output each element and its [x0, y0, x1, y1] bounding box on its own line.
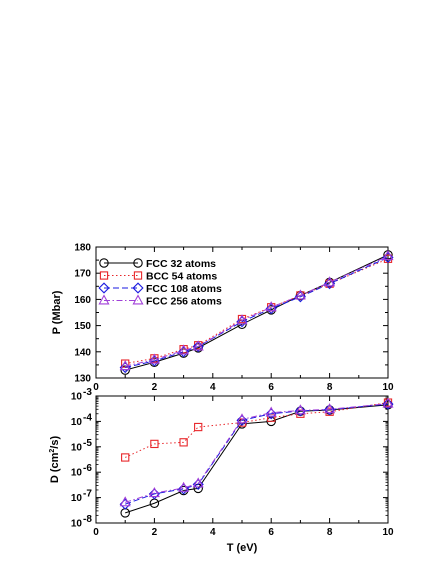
- y-tick-label: 150: [74, 321, 91, 332]
- y-tick-label: 10: [71, 442, 83, 453]
- y-tick-label: 10: [71, 493, 83, 504]
- y-tick-label: 170: [74, 269, 91, 280]
- data-point: [178, 344, 190, 355]
- y-tick-label: 10: [71, 417, 83, 428]
- x-tick-label: 8: [327, 527, 333, 538]
- series-line-2: [125, 257, 389, 369]
- legend-marker: [99, 271, 109, 280]
- x-tick-label: 10: [382, 382, 394, 393]
- y-tick-label: 160: [74, 295, 91, 306]
- y-axis-label-part: D (cm: [49, 452, 61, 483]
- series-line-1: [124, 402, 389, 458]
- data-point: [324, 276, 336, 287]
- x-tick-label: 0: [93, 382, 99, 393]
- data-point: [294, 404, 306, 415]
- data-point: [148, 353, 160, 364]
- data-point: [236, 413, 248, 424]
- x-axis-label: T (eV): [227, 542, 258, 554]
- legend-marker: [98, 294, 110, 305]
- legend-marker: [99, 258, 109, 268]
- y-tick-label: 140: [74, 347, 91, 358]
- legend-label: FCC 256 atoms: [146, 295, 222, 307]
- data-point: [194, 422, 203, 432]
- data-point: [150, 439, 159, 449]
- x-tick-label: 2: [152, 382, 158, 393]
- pressure-panel: 0 2 4 6 8 10 130 140 150 160 170 180 P (Mbar) FCC 32 …: [51, 243, 394, 394]
- data-point: [294, 405, 306, 417]
- x-tick-label: 10: [382, 527, 394, 538]
- data-point: [382, 250, 394, 261]
- data-point: [294, 289, 306, 300]
- data-point: [265, 301, 277, 312]
- x-tick-label: 6: [268, 382, 274, 393]
- y-tick-exponent: -7: [83, 489, 92, 500]
- data-point: [121, 453, 130, 462]
- legend-marker: [133, 258, 143, 268]
- data-point: [236, 414, 248, 426]
- y-tick-exponent: -8: [83, 514, 92, 525]
- data-point: [119, 360, 131, 371]
- y-tick-label: 10: [71, 468, 83, 479]
- legend-label: BCC 54 atoms: [146, 270, 217, 282]
- data-point: [265, 406, 277, 417]
- y-axis-label: D (cm2/s): [49, 436, 61, 484]
- series-line-3: [125, 403, 389, 503]
- y-tick-label: 180: [74, 243, 91, 254]
- legend-marker: [132, 294, 144, 305]
- data-point: [192, 340, 204, 351]
- data-point: [324, 403, 336, 414]
- y-axis-label-part: /s): [49, 436, 61, 449]
- y-tick-exponent: -3: [83, 387, 92, 398]
- y-tick-label: 10: [71, 519, 83, 530]
- y-tick-label: 130: [74, 374, 91, 385]
- x-tick-label: 0: [93, 527, 99, 538]
- data-point: [178, 481, 190, 492]
- data-point: [179, 438, 188, 447]
- data-point: [324, 404, 336, 416]
- series-line-0: [125, 404, 389, 514]
- x-tick-label: 4: [210, 382, 216, 393]
- y-axis-label-sup: 2: [49, 449, 56, 453]
- y-tick-exponent: -4: [83, 412, 92, 423]
- x-tick-label: 6: [268, 527, 274, 538]
- x-tick-label: 4: [210, 527, 216, 538]
- y-tick-exponent: -6: [83, 463, 92, 474]
- legend-marker: [133, 271, 143, 280]
- series-line-3: [125, 255, 389, 367]
- data-point: [382, 397, 394, 408]
- legend-label: FCC 108 atoms: [146, 283, 222, 295]
- legend-marker: [132, 282, 144, 294]
- data-point: [382, 398, 394, 410]
- data-point: [148, 486, 160, 498]
- y-axis-label: P (Mbar): [51, 290, 63, 334]
- data-point: [236, 314, 248, 325]
- data-point: [119, 496, 131, 507]
- legend-label: FCC 32 atoms: [146, 258, 216, 270]
- series-line-2: [125, 403, 389, 505]
- data-point: [192, 478, 204, 491]
- data-point: [265, 408, 277, 420]
- data-point: [192, 477, 204, 488]
- x-tick-label: 8: [327, 382, 333, 393]
- y-tick-label: 10: [71, 392, 83, 403]
- y-tick-exponent: -5: [83, 438, 92, 449]
- legend-marker: [98, 282, 110, 294]
- x-tick-label: 2: [152, 527, 158, 538]
